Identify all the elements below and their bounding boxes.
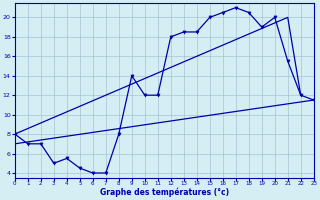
X-axis label: Graphe des températures (°c): Graphe des températures (°c) — [100, 188, 229, 197]
